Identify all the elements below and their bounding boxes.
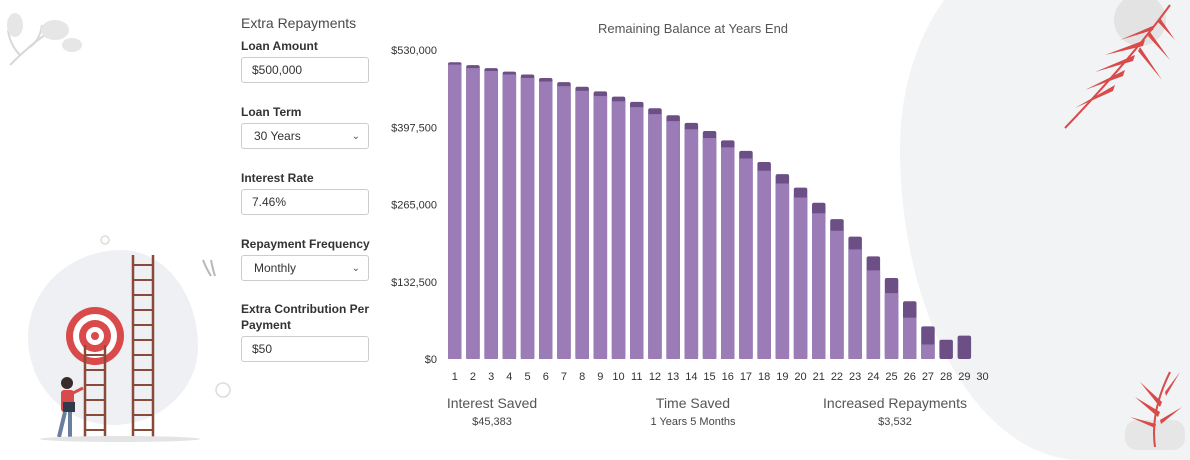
extra-contribution-input[interactable]: $50 bbox=[241, 336, 369, 362]
repayment-frequency-label: Repayment Frequency bbox=[241, 237, 370, 251]
bar-standard-balance bbox=[939, 339, 953, 359]
bar-extra-repayment-balance bbox=[557, 86, 571, 360]
y-tick-label: $0 bbox=[425, 354, 437, 366]
bar-extra-repayment-balance bbox=[630, 107, 644, 359]
loan-term-value: 30 Years bbox=[254, 129, 301, 143]
bar-extra-repayment-balance bbox=[884, 293, 899, 359]
extra-repayments-heading: Extra Repayments bbox=[241, 15, 357, 31]
x-tick-label: 11 bbox=[631, 371, 642, 383]
x-tick-label: 12 bbox=[649, 371, 661, 383]
chevron-down-icon: ⌄ bbox=[351, 130, 360, 142]
bar-extra-repayment-balance bbox=[775, 183, 790, 359]
bar-extra-repayment-balance bbox=[575, 90, 589, 360]
remaining-balance-chart: Remaining Balance at Years End $0 $132,50… bbox=[391, 21, 989, 383]
bar-extra-repayment-balance bbox=[502, 74, 517, 360]
bar-extra-repayment-balance bbox=[484, 70, 498, 359]
bar-extra-repayment-balance bbox=[611, 101, 626, 359]
increased-repayments-value: $3,532 bbox=[878, 416, 912, 428]
x-tick-label: 2 bbox=[470, 371, 476, 383]
x-tick-label: 17 bbox=[740, 371, 752, 383]
interest-rate-value: 7.46% bbox=[252, 195, 287, 209]
x-tick-label: 27 bbox=[922, 371, 934, 383]
bar-extra-repayment-balance bbox=[903, 317, 917, 359]
time-saved-label: Time Saved bbox=[655, 395, 731, 411]
x-tick-label: 19 bbox=[776, 371, 788, 383]
x-tick-label: 18 bbox=[758, 371, 770, 383]
x-tick-label: 6 bbox=[543, 371, 549, 383]
x-tick-label: 1 bbox=[452, 371, 458, 383]
loan-term-label: Loan Term bbox=[241, 105, 302, 119]
x-tick-label: 29 bbox=[958, 371, 970, 383]
x-tick-label: 3 bbox=[488, 371, 494, 383]
x-tick-label: 14 bbox=[685, 371, 697, 383]
bar-extra-repayment-balance bbox=[921, 344, 935, 359]
bar-extra-repayment-balance bbox=[520, 77, 535, 359]
bar-extra-repayment-balance bbox=[812, 213, 826, 359]
loan-term-select[interactable]: 30 Years ⌄ bbox=[241, 123, 369, 149]
bar-extra-repayment-balance bbox=[466, 68, 480, 360]
bar-extra-repayment-balance bbox=[866, 270, 881, 359]
x-tick-label: 13 bbox=[667, 371, 679, 383]
x-tick-label: 8 bbox=[579, 371, 585, 383]
x-tick-label: 7 bbox=[561, 371, 567, 383]
loan-amount-input[interactable]: $500,000 bbox=[241, 57, 369, 83]
x-tick-label: 10 bbox=[612, 371, 624, 383]
y-tick-label: $132,500 bbox=[391, 277, 437, 289]
flower-decoration-icon bbox=[7, 13, 82, 66]
loan-amount-label: Loan Amount bbox=[241, 39, 318, 53]
x-tick-label: 16 bbox=[722, 371, 734, 383]
interest-rate-input[interactable]: 7.46% bbox=[241, 189, 369, 215]
bar-extra-repayment-balance bbox=[757, 170, 771, 359]
bar-extra-repayment-balance bbox=[648, 114, 662, 359]
bar-extra-repayment-balance bbox=[739, 158, 753, 359]
extra-contribution-label: Extra Contribution Per Payment bbox=[241, 302, 370, 332]
x-tick-label: 25 bbox=[885, 371, 897, 383]
repayment-frequency-select[interactable]: Monthly ⌄ bbox=[241, 255, 369, 281]
bar-extra-repayment-balance bbox=[539, 81, 553, 359]
x-tick-label: 28 bbox=[940, 371, 952, 383]
y-tick-label: $265,000 bbox=[391, 200, 437, 212]
bar-extra-repayment-balance bbox=[702, 138, 717, 359]
bar-extra-repayment-balance bbox=[666, 121, 680, 360]
x-tick-label: 4 bbox=[506, 371, 512, 383]
repayment-frequency-value: Monthly bbox=[254, 261, 297, 275]
x-tick-label: 15 bbox=[703, 371, 715, 383]
bar-extra-repayment-balance bbox=[684, 129, 699, 359]
increased-repayments-label: Increased Repayments bbox=[823, 395, 967, 411]
x-tick-label: 5 bbox=[524, 371, 530, 383]
leaf-decoration-icon bbox=[1125, 371, 1185, 450]
bar-standard-balance bbox=[957, 335, 972, 359]
y-tick-label: $397,500 bbox=[391, 122, 437, 134]
time-saved-value: 1 Years 5 Months bbox=[650, 416, 736, 428]
palm-leaf-decoration-icon bbox=[1064, 0, 1175, 129]
x-tick-label: 23 bbox=[849, 371, 861, 383]
bar-extra-repayment-balance bbox=[448, 64, 462, 359]
x-tick-label: 30 bbox=[976, 371, 988, 383]
x-tick-label: 9 bbox=[597, 371, 603, 383]
x-tick-label: 20 bbox=[794, 371, 806, 383]
bar-extra-repayment-balance bbox=[848, 249, 862, 359]
target-ladder-illustration bbox=[40, 235, 231, 442]
chart-title: Remaining Balance at Years End bbox=[598, 21, 788, 36]
bar-extra-repayment-balance bbox=[721, 147, 735, 359]
bar-extra-repayment-balance bbox=[593, 96, 608, 360]
x-tick-label: 21 bbox=[813, 371, 825, 383]
x-tick-label: 26 bbox=[904, 371, 916, 383]
chevron-down-icon: ⌄ bbox=[351, 262, 360, 274]
bar-extra-repayment-balance bbox=[793, 197, 808, 359]
interest-saved-label: Interest Saved bbox=[446, 395, 538, 411]
x-tick-label: 24 bbox=[867, 371, 879, 383]
bar-extra-repayment-balance bbox=[830, 230, 844, 359]
y-tick-label: $530,000 bbox=[391, 45, 437, 57]
interest-rate-label: Interest Rate bbox=[241, 171, 314, 185]
x-tick-label: 22 bbox=[831, 371, 843, 383]
interest-saved-value: $45,383 bbox=[472, 416, 512, 428]
loan-amount-value: $500,000 bbox=[252, 63, 303, 77]
extra-contribution-value: $50 bbox=[252, 342, 273, 356]
